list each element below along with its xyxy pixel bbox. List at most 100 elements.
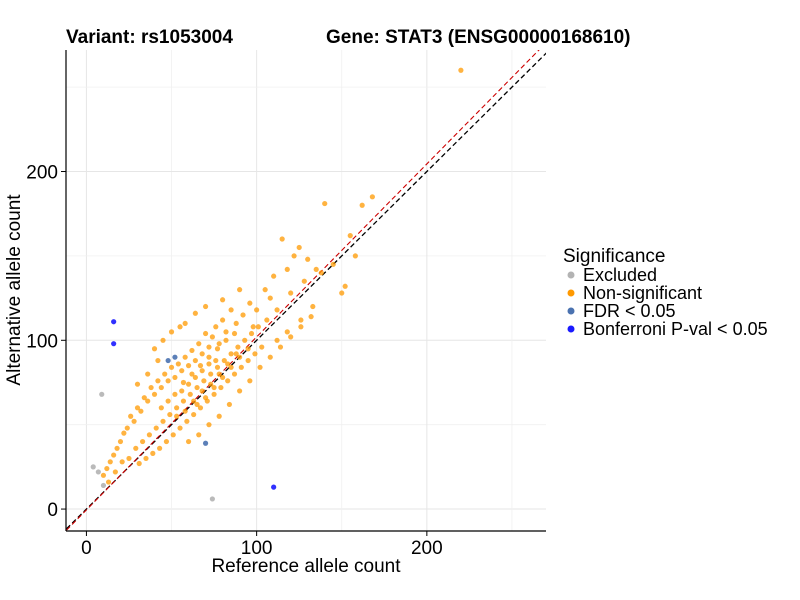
point-non-significant [104,465,110,472]
point-non-significant [174,413,180,419]
point-non-significant [138,408,144,414]
point-non-significant [252,351,258,357]
point-non-significant [202,303,209,310]
point-non-significant [185,438,192,445]
point-non-significant [284,266,290,273]
point-non-significant [347,233,353,239]
point-non-significant [223,329,229,335]
point-bonferroni-p-val-0-05 [111,341,117,347]
point-non-significant [267,354,273,360]
point-non-significant [223,337,229,343]
point-non-significant [158,384,164,391]
point-non-significant [219,317,226,323]
data-points [90,67,464,502]
point-non-significant [242,337,248,343]
point-excluded [99,391,105,397]
point-non-significant [274,307,280,313]
y-tick-label: 100 [26,331,58,352]
point-excluded [90,464,96,470]
point-non-significant [189,347,195,354]
x-tick-label: 0 [81,538,92,559]
point-non-significant [199,368,205,374]
point-non-significant [231,330,238,337]
axis-ticks: 0 100 200 0 100 200 [26,163,442,559]
point-non-significant [180,379,187,386]
point-non-significant [158,405,164,411]
point-non-significant [151,346,158,352]
point-non-significant [148,384,154,391]
point-non-significant [216,371,222,377]
point-non-significant [155,378,161,384]
point-non-significant [206,422,212,428]
point-non-significant [288,334,294,340]
point-non-significant [301,278,307,284]
point-non-significant [218,384,224,391]
point-non-significant [313,266,319,273]
point-non-significant [201,378,207,384]
point-non-significant [264,317,270,323]
point-non-significant [182,320,188,327]
point-non-significant [262,287,268,293]
point-non-significant [209,334,215,340]
x-tick-label: 100 [241,538,273,559]
point-non-significant [298,324,304,330]
point-non-significant [199,351,205,357]
point-non-significant [177,324,183,330]
point-non-significant [237,354,243,360]
point-non-significant [111,452,117,458]
point-non-significant [228,307,234,313]
point-non-significant [121,430,127,436]
point-non-significant [214,346,221,352]
point-non-significant [225,361,231,367]
point-non-significant [191,398,197,404]
point-non-significant [189,371,195,377]
point-non-significant [318,270,324,276]
point-non-significant [197,363,204,369]
point-non-significant [274,337,280,343]
legend-label: FDR < 0.05 [583,301,676,321]
point-non-significant [235,344,241,350]
point-non-significant [199,388,205,394]
point-non-significant [237,287,243,293]
x-axis-label: Reference allele count [211,556,401,577]
point-non-significant [240,312,246,318]
point-non-significant [179,368,185,374]
point-non-significant [151,391,158,397]
point-non-significant [179,388,185,394]
point-non-significant [279,236,285,242]
point-non-significant [277,344,284,350]
point-non-significant [248,330,255,337]
legend-key [567,307,575,315]
point-non-significant [143,455,149,462]
point-fdr-0-05 [172,354,178,360]
point-bonferroni-p-val-0-05 [111,319,117,325]
point-non-significant [141,395,147,401]
point-non-significant [128,413,134,419]
point-non-significant [298,317,304,323]
point-non-significant [150,450,156,456]
point-non-significant [216,413,222,419]
point-non-significant [191,411,197,418]
point-non-significant [172,374,178,381]
legend-label: Bonferroni P-val < 0.05 [583,319,768,339]
point-non-significant [162,371,168,377]
point-non-significant [117,438,124,445]
point-non-significant [196,341,202,347]
point-non-significant [202,330,209,337]
point-non-significant [208,371,214,377]
point-non-significant [219,374,226,381]
point-non-significant [291,253,297,259]
point-non-significant [284,329,290,335]
point-non-significant [250,324,256,330]
point-non-significant [194,401,200,408]
legend: Significance ExcludedNon-significantFDR … [563,246,768,339]
point-excluded [209,496,215,502]
point-non-significant [182,354,188,360]
point-non-significant [208,381,214,387]
point-non-significant [458,67,464,73]
point-non-significant [213,357,219,364]
point-non-significant [216,341,222,347]
point-non-significant [114,445,120,451]
point-non-significant [259,344,265,350]
